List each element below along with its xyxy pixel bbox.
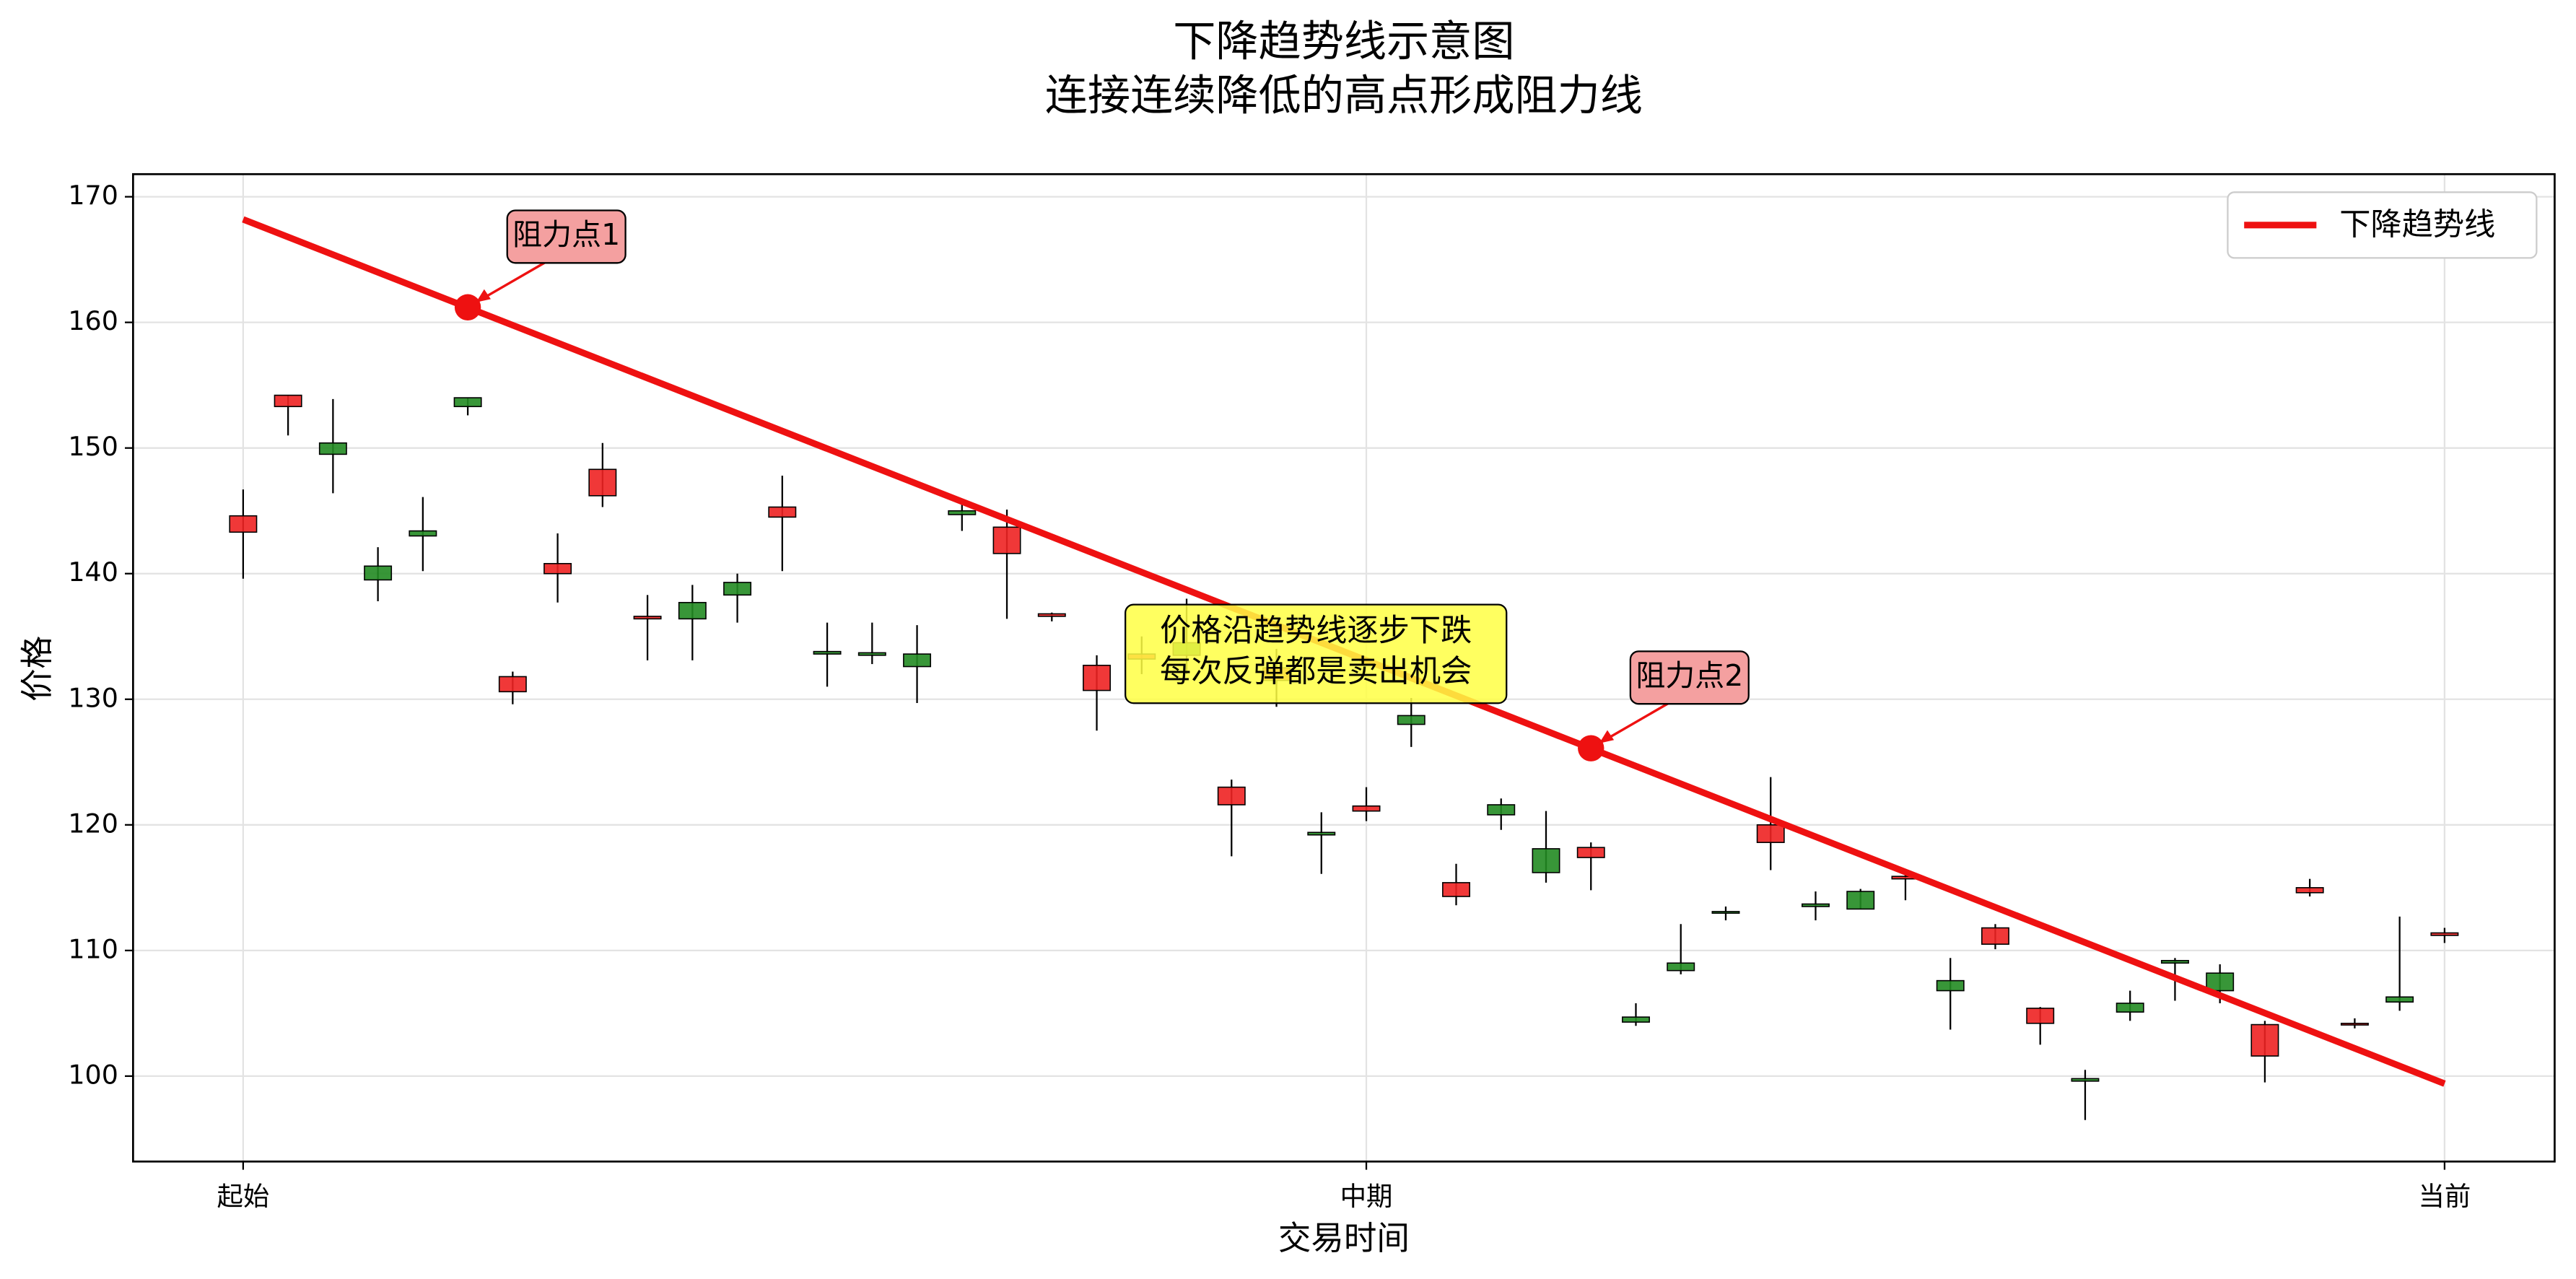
candle-body	[453, 397, 482, 408]
candle-body	[857, 652, 886, 656]
chart-title: 下降趋势线示意图	[1173, 17, 1514, 66]
y-tick-label: 160	[68, 305, 118, 336]
candle-body	[2071, 1078, 2100, 1082]
candle-body	[2206, 972, 2235, 992]
candle-body	[1397, 715, 1425, 725]
candle-body	[723, 582, 752, 596]
candle-body	[1756, 824, 1785, 843]
candle-body	[2250, 1023, 2279, 1057]
resistance-point	[454, 294, 481, 320]
candle-body	[498, 676, 527, 693]
candle-body	[2116, 1003, 2144, 1013]
note-text: 每次反弹都是卖出机会	[1160, 654, 1472, 690]
candle-body	[768, 506, 797, 518]
y-tick-label: 110	[68, 933, 118, 964]
y-tick-label: 100	[68, 1059, 118, 1090]
x-tick-label: 起始	[217, 1181, 269, 1212]
x-tick-label: 当前	[2418, 1181, 2471, 1212]
candle-body	[409, 530, 437, 537]
candle-body	[588, 468, 617, 497]
y-axis-label: 价格	[18, 636, 56, 702]
x-tick-label: 中期	[1340, 1181, 1393, 1212]
candle-body	[813, 650, 842, 655]
candle-body	[274, 394, 302, 408]
annotation-arrow	[1598, 699, 1674, 745]
y-tick-label: 130	[68, 682, 118, 713]
candle-body	[1936, 979, 1965, 992]
annotation-arrowhead	[476, 289, 491, 302]
candle-body	[2430, 932, 2459, 936]
candle-body	[1576, 847, 1605, 858]
candle-body	[318, 442, 347, 455]
candle-body	[1667, 962, 1695, 972]
candle-body	[903, 653, 932, 668]
candle-body	[1083, 664, 1112, 691]
note-box	[1125, 603, 1508, 704]
annotation-box	[1629, 650, 1750, 705]
candle-body	[2026, 1008, 2055, 1024]
candle-body	[633, 616, 662, 620]
candle-body	[2340, 1023, 2369, 1026]
annotation-arrowhead	[1599, 730, 1615, 743]
candle-body	[1532, 848, 1560, 873]
y-tick-label: 140	[68, 556, 118, 588]
candle-body	[1217, 786, 1246, 806]
candle-body	[678, 601, 707, 620]
candle-body	[1442, 882, 1470, 897]
y-tick-label: 150	[68, 431, 118, 462]
candle-body	[1846, 891, 1875, 910]
candle-body	[992, 526, 1021, 554]
candle-body	[1037, 613, 1066, 617]
candle-body	[1622, 1016, 1650, 1023]
chart-subtitle: 连接连续降低的高点形成阻力线	[1045, 71, 1643, 121]
note-text: 价格沿趋势线逐步下跌	[1160, 613, 1472, 649]
y-tick-label: 170	[68, 180, 118, 211]
candle-body	[229, 515, 258, 533]
annotation-text: 阻力点1	[512, 217, 620, 252]
candle-body	[2295, 887, 2324, 894]
candle-body	[364, 565, 393, 581]
candle-body	[1711, 911, 1740, 914]
y-tick-label: 120	[68, 808, 118, 839]
candle-body	[2385, 996, 2414, 1003]
candle-body	[543, 563, 572, 575]
candle-body	[1352, 805, 1381, 812]
legend-label: 下降趋势线	[2339, 207, 2495, 243]
x-axis-label: 交易时间	[1278, 1219, 1410, 1257]
candle-body	[1487, 804, 1516, 816]
candle-body	[1801, 903, 1830, 907]
plot-frame	[132, 173, 2556, 1163]
candle-body	[1981, 927, 2009, 945]
candle-body	[2160, 959, 2189, 964]
candle-body	[1307, 831, 1336, 836]
annotation-arrow	[475, 258, 551, 304]
legend-box	[2227, 191, 2538, 259]
resistance-point	[1578, 735, 1604, 761]
candle-body	[948, 510, 977, 515]
annotation-box	[506, 209, 626, 264]
annotation-text: 阻力点2	[1636, 658, 1743, 693]
